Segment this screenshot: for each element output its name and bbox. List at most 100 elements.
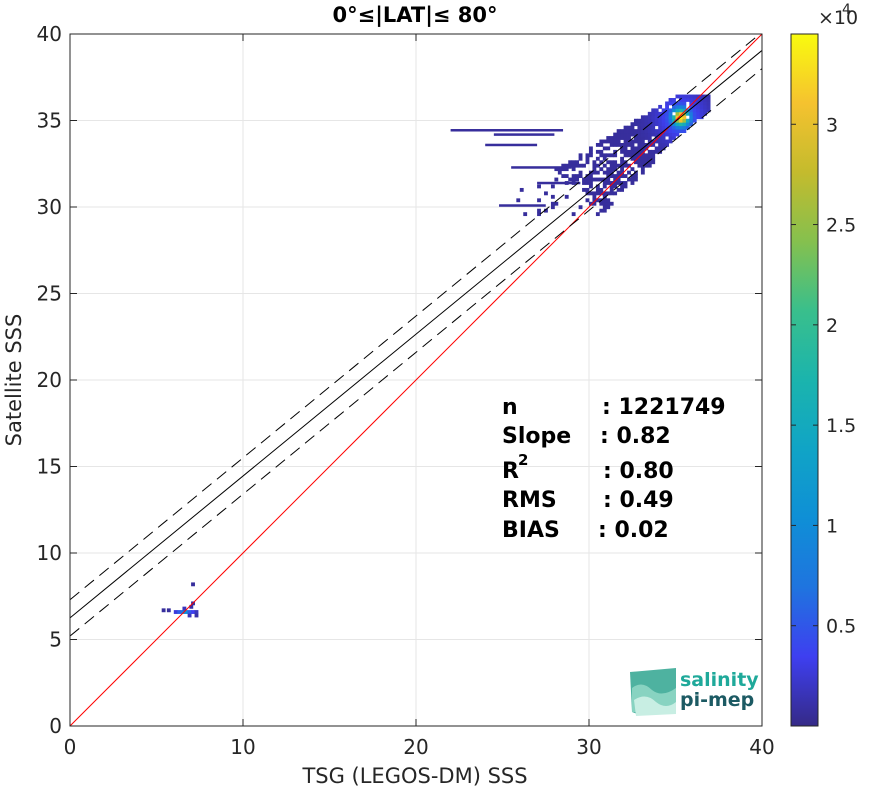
density-cell: [511, 166, 572, 169]
density-cell: [637, 146, 642, 151]
density-cell: [630, 177, 635, 182]
density-cell: [599, 208, 604, 213]
density-cell: [571, 160, 576, 165]
density-cell: [602, 181, 607, 185]
density-cell: [647, 136, 652, 140]
density-cell: [620, 170, 624, 175]
density-cell: [658, 142, 663, 147]
density-cell: [689, 108, 694, 113]
density-cell: [672, 125, 676, 130]
stat-label-bias: BIAS: [502, 518, 560, 543]
density-cell: [640, 160, 645, 165]
density-cell: [582, 163, 586, 168]
density-cell: [575, 163, 580, 168]
density-cell: [609, 184, 614, 189]
density-cell: [651, 149, 656, 154]
density-cell: [606, 170, 611, 175]
density-cell: [665, 111, 669, 116]
density-cell: [685, 94, 690, 99]
density-cell: [640, 142, 645, 147]
y-axis-label: Satellite SSS: [2, 314, 26, 447]
density-cell: [606, 201, 611, 206]
density-cell: [616, 136, 621, 140]
stat-value-slope: : 0.82: [600, 424, 671, 449]
logo-text-salinity: salinity: [680, 669, 759, 691]
density-cell: [620, 156, 624, 161]
density-cell: [554, 201, 559, 206]
fit-lines: [70, 34, 762, 726]
density-cell: [616, 187, 621, 192]
density-cell: [685, 98, 690, 102]
density-cell: [665, 125, 669, 130]
colorbar-exponent: 4: [842, 2, 851, 18]
density-cell: [661, 111, 666, 116]
density-cell: [623, 181, 628, 185]
density-cell: [613, 177, 618, 182]
density-cell: [685, 108, 690, 113]
density-cell: [647, 139, 652, 144]
density-cell: [578, 163, 583, 168]
density-cell: [630, 132, 635, 137]
density-cell: [668, 136, 673, 140]
density-cell: [537, 208, 541, 213]
density-cell: [699, 111, 704, 116]
density-cell: [623, 184, 628, 189]
density-cell: [191, 610, 195, 614]
density-cell: [537, 184, 541, 189]
density-cell: [571, 174, 576, 178]
x-axis-label: TSG (LEGOS-DM) SSS: [301, 764, 527, 788]
density-cell: [640, 115, 645, 120]
density-cell: [550, 184, 555, 189]
density-cell: [564, 194, 569, 199]
density-cell: [609, 191, 614, 196]
density-cell: [630, 174, 635, 178]
density-cell: [675, 111, 680, 116]
density-cell: [177, 610, 182, 614]
density-cell: [609, 153, 614, 158]
density-cell: [689, 122, 694, 127]
density-cell: [689, 101, 694, 106]
density-cell: [616, 129, 621, 134]
density-cell: [644, 160, 649, 165]
density-cell: [599, 139, 604, 144]
density-cell: [692, 108, 697, 113]
density-cell: [658, 146, 663, 151]
colorbar-tick-label: 1.5: [826, 415, 856, 437]
density-cell: [589, 146, 593, 151]
density-cell: [672, 122, 676, 127]
density-cell: [678, 122, 683, 127]
density-cell: [609, 170, 614, 175]
y-tick-label: 15: [37, 455, 62, 479]
density-cell: [595, 163, 600, 168]
density-cell: [706, 108, 711, 113]
density-cell: [609, 160, 614, 165]
density-cell: [640, 132, 645, 137]
density-cell: [658, 122, 663, 127]
density-cell: [613, 184, 618, 189]
density-cell: [647, 115, 652, 120]
density-cell: [647, 125, 652, 130]
density-cell: [672, 98, 676, 102]
density-cell: [651, 111, 656, 116]
density-cell: [633, 153, 638, 158]
density-cell: [613, 174, 618, 178]
density-cell: [651, 132, 656, 137]
density-cell: [644, 129, 649, 134]
density-cell: [633, 146, 638, 151]
density-cell: [627, 163, 631, 168]
density-cell: [602, 139, 607, 144]
colorbar-multiplier: ×10: [818, 7, 858, 29]
density-cell: [589, 149, 593, 154]
density-cell: [616, 174, 621, 178]
density-cell: [668, 111, 673, 116]
density-cell: [582, 177, 586, 182]
density-cell: [599, 191, 604, 196]
density-cell: [682, 104, 687, 109]
density-cell: [613, 181, 618, 185]
density-cell: [606, 146, 611, 151]
density-cell: [609, 181, 614, 185]
density-cell: [627, 153, 631, 158]
density-cell: [623, 125, 628, 130]
density-cell: [613, 160, 618, 165]
density-cell: [592, 177, 597, 182]
